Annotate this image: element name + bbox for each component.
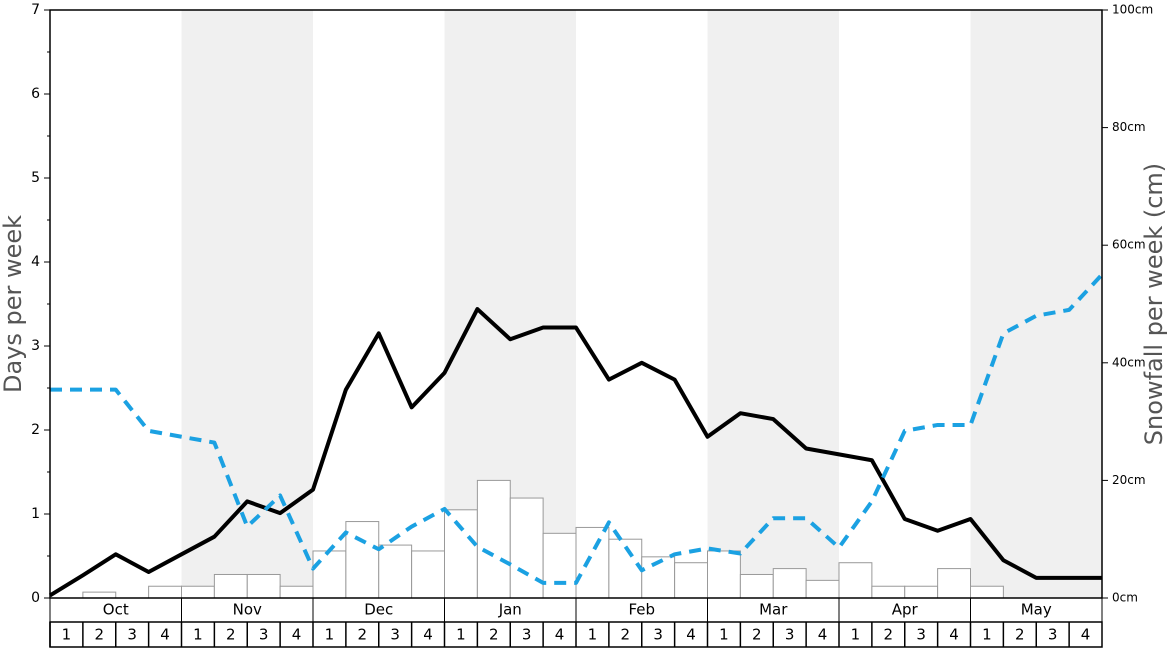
bar — [246, 573, 281, 599]
y2-tick-label: 0cm — [1112, 591, 1138, 605]
week-label: 4 — [686, 626, 696, 644]
week-label: 4 — [160, 626, 170, 644]
week-label: 3 — [916, 626, 926, 644]
bar — [213, 573, 248, 599]
week-label: 3 — [653, 626, 663, 644]
y-tick-label: 7 — [31, 2, 40, 18]
bar — [707, 550, 741, 599]
week-label: 4 — [818, 626, 828, 644]
week-label: 3 — [785, 626, 795, 644]
month-label: Oct — [103, 601, 129, 619]
month-label: May — [1021, 601, 1052, 619]
week-label: 1 — [851, 626, 861, 644]
y2-axis-title: Snowfall per week (cm) — [1140, 163, 1168, 445]
month-label: Feb — [628, 601, 655, 619]
week-label: 3 — [127, 626, 137, 644]
bar — [476, 479, 511, 599]
week-label: 3 — [1048, 626, 1058, 644]
bar — [279, 585, 314, 599]
y2-tick-label: 60cm — [1112, 238, 1146, 252]
bar — [970, 585, 1004, 599]
bar — [674, 562, 708, 599]
week-label: 2 — [621, 626, 631, 644]
bar — [312, 550, 347, 599]
bar — [148, 585, 182, 599]
bar — [509, 497, 544, 599]
y2-tick-label: 20cm — [1112, 473, 1146, 487]
y-tick-label: 4 — [31, 254, 40, 270]
week-label: 2 — [95, 626, 105, 644]
week-label: 1 — [193, 626, 203, 644]
month-label: Jan — [498, 601, 522, 619]
y2-tick-label: 80cm — [1112, 120, 1146, 134]
month-label: Apr — [892, 601, 919, 619]
week-label: 3 — [522, 626, 532, 644]
month-label: Mar — [759, 601, 788, 619]
bar — [575, 526, 610, 599]
week-label: 1 — [456, 626, 466, 644]
bar — [542, 532, 577, 599]
week-label: 4 — [292, 626, 302, 644]
y-tick-label: 1 — [31, 506, 40, 522]
bar — [838, 562, 873, 599]
month-band — [970, 10, 1102, 598]
week-label: 1 — [982, 626, 992, 644]
week-label: 2 — [1015, 626, 1025, 644]
y-tick-label: 0 — [31, 590, 40, 606]
line — [48, 307, 1102, 598]
month-band — [707, 10, 839, 598]
bar — [937, 568, 971, 599]
week-label: 4 — [555, 626, 565, 644]
y-tick-label: 3 — [31, 338, 40, 354]
month-label: Nov — [233, 601, 262, 619]
y-tick-label: 5 — [31, 170, 40, 186]
bar — [82, 591, 117, 599]
bar — [378, 544, 413, 599]
bar — [411, 550, 445, 599]
week-label: 3 — [259, 626, 269, 644]
month-band — [181, 10, 313, 598]
y2-tick-label: 100cm — [1112, 3, 1153, 17]
week-label: 2 — [226, 626, 236, 644]
week-label: 2 — [884, 626, 894, 644]
bar — [739, 573, 774, 599]
y-tick-label: 2 — [31, 422, 40, 438]
week-label: 2 — [358, 626, 368, 644]
week-label: 2 — [752, 626, 762, 644]
line — [50, 273, 1104, 585]
bar — [805, 579, 840, 599]
bar — [345, 521, 380, 599]
week-label: 4 — [1081, 626, 1091, 644]
week-label: 4 — [949, 626, 959, 644]
month-label: Dec — [364, 601, 393, 619]
week-label: 1 — [325, 626, 335, 644]
y2-tick-label: 40cm — [1112, 355, 1146, 369]
week-label: 3 — [390, 626, 400, 644]
week-label: 2 — [489, 626, 499, 644]
week-label: 1 — [588, 626, 598, 644]
bar — [871, 585, 906, 599]
bar — [772, 568, 807, 599]
week-label: 4 — [423, 626, 433, 644]
week-label: 1 — [719, 626, 729, 644]
bar — [904, 585, 939, 599]
bar — [181, 585, 215, 599]
week-label: 1 — [62, 626, 72, 644]
bar — [444, 509, 478, 599]
y-tick-label: 6 — [31, 86, 40, 102]
y-axis-title: Days per week — [0, 215, 27, 393]
